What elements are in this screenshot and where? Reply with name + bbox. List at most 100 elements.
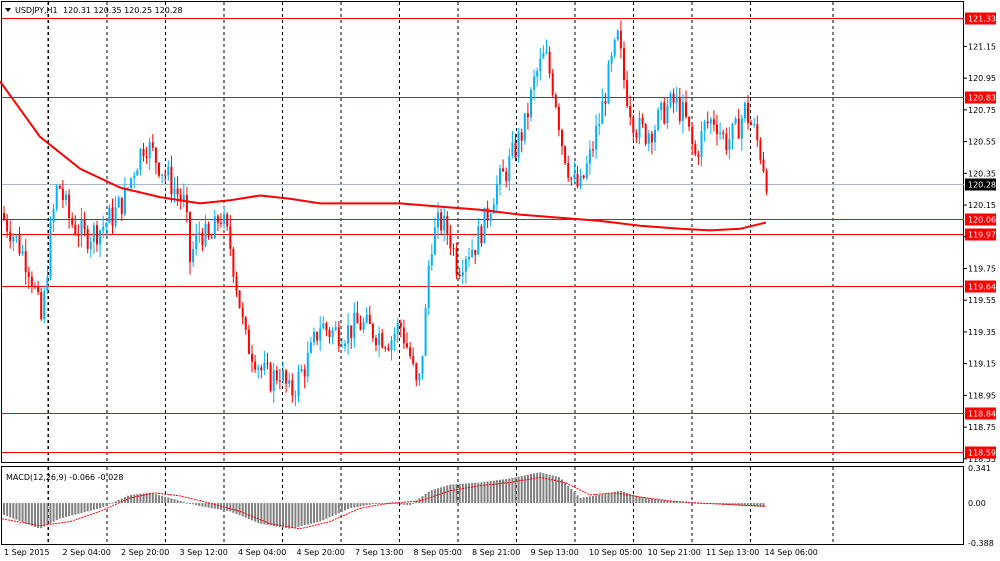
macd-histogram-bar xyxy=(381,503,384,505)
candle-body xyxy=(232,248,235,277)
candle-body xyxy=(282,370,284,382)
candle-body xyxy=(269,364,272,391)
candle-body xyxy=(678,97,681,122)
candle-body xyxy=(415,363,418,381)
candle-body xyxy=(257,367,260,370)
macd-tick-label: 0.00 xyxy=(968,499,986,508)
macd-histogram-bar xyxy=(613,491,616,504)
candle-body xyxy=(350,325,353,339)
macd-histogram-bar xyxy=(402,503,405,505)
candle-body xyxy=(213,216,216,239)
candle-body xyxy=(142,148,145,157)
macd-histogram-bar xyxy=(359,503,362,507)
candle-body xyxy=(616,30,619,40)
candle-body xyxy=(334,327,337,330)
candle-body xyxy=(598,123,601,127)
candle-body xyxy=(452,247,455,249)
candle-body xyxy=(114,207,117,226)
candle-body xyxy=(747,102,749,124)
candle-body xyxy=(272,370,275,391)
macd-histogram-bar xyxy=(557,477,560,504)
candle-body xyxy=(700,130,703,157)
candle-body xyxy=(390,339,393,351)
macd-histogram-bar xyxy=(282,503,284,528)
candle-body xyxy=(753,124,756,126)
candle-body xyxy=(675,97,678,103)
candle-body xyxy=(464,259,467,272)
macd-tick-label: -0.388 xyxy=(968,539,994,548)
macd-histogram-bar xyxy=(644,497,647,504)
candle-body xyxy=(461,271,464,277)
macd-histogram-bar xyxy=(365,503,368,506)
macd-histogram-bar xyxy=(204,503,207,508)
candle-body xyxy=(740,118,743,139)
level-price-label: 118.59 xyxy=(968,449,996,458)
macd-histogram-bar xyxy=(539,472,542,504)
candle-body xyxy=(210,237,213,239)
candle-body xyxy=(192,249,195,263)
macd-histogram-bar xyxy=(672,501,675,504)
triangle-down-icon[interactable] xyxy=(5,8,11,12)
candle-body xyxy=(235,276,238,291)
candle-body xyxy=(734,118,737,124)
macd-histogram-bar xyxy=(294,503,297,528)
candle-body xyxy=(43,291,46,319)
macd-histogram-bar xyxy=(195,503,198,506)
candle-body xyxy=(189,212,191,263)
price-tick-label: 118.75 xyxy=(968,423,996,432)
macd-histogram-bar xyxy=(356,503,359,507)
candle-body xyxy=(303,369,306,377)
macd-histogram-bar xyxy=(136,494,139,504)
ohlc-readout: 120.31 120.35 120.25 120.28 xyxy=(63,6,183,15)
macd-histogram-bar xyxy=(83,503,86,513)
candle-body xyxy=(492,204,495,214)
candle-body xyxy=(706,121,709,124)
macd-histogram-bar xyxy=(285,503,288,529)
macd-histogram-bar xyxy=(105,503,108,506)
candle-body xyxy=(378,333,381,346)
candle-body xyxy=(325,323,328,331)
candle-body xyxy=(344,343,346,347)
current-price-tag xyxy=(965,178,996,191)
candle-body xyxy=(638,117,641,138)
main-pane-frame xyxy=(1,1,964,463)
candle-body xyxy=(443,215,446,231)
candle-body xyxy=(15,235,18,237)
macd-histogram-bar xyxy=(309,503,312,524)
candle-body xyxy=(449,234,452,248)
macd-histogram-bar xyxy=(492,480,495,504)
macd-histogram-bar xyxy=(514,477,517,504)
candle-body xyxy=(55,185,58,209)
candle-body xyxy=(455,248,458,275)
price-tick-label: 121.15 xyxy=(968,42,996,51)
macd-histogram-bar xyxy=(743,503,746,506)
macd-histogram-bar xyxy=(468,483,470,504)
candle-body xyxy=(399,322,402,328)
candle-body xyxy=(685,102,687,117)
candle-body xyxy=(260,367,263,371)
macd-histogram-bar xyxy=(592,495,594,504)
candle-body xyxy=(182,194,185,201)
candle-body xyxy=(356,312,359,324)
candle-body xyxy=(474,249,477,255)
macd-histogram-bar xyxy=(254,503,257,522)
candle-body xyxy=(427,265,430,309)
candle-body xyxy=(207,223,210,238)
candle-body xyxy=(241,307,244,318)
time-tick-label: 3 Sep 12:00 xyxy=(180,548,228,557)
macd-histogram-bar xyxy=(257,503,260,523)
candle-body xyxy=(220,222,222,224)
time-tick-label: 10 Sep 05:00 xyxy=(589,548,642,557)
candle-body xyxy=(703,121,706,131)
macd-histogram-bar xyxy=(46,503,49,525)
candle-body xyxy=(266,362,269,365)
macd-histogram-bar xyxy=(334,503,337,515)
macd-histogram-bar xyxy=(344,503,346,511)
time-tick-label: 1 Sep 2015 xyxy=(4,548,50,557)
candle-body xyxy=(709,119,712,124)
macd-histogram-bar xyxy=(108,503,111,505)
candle-body xyxy=(83,219,86,230)
macd-histogram-bar xyxy=(585,496,588,504)
macd-histogram-bar xyxy=(545,473,548,504)
